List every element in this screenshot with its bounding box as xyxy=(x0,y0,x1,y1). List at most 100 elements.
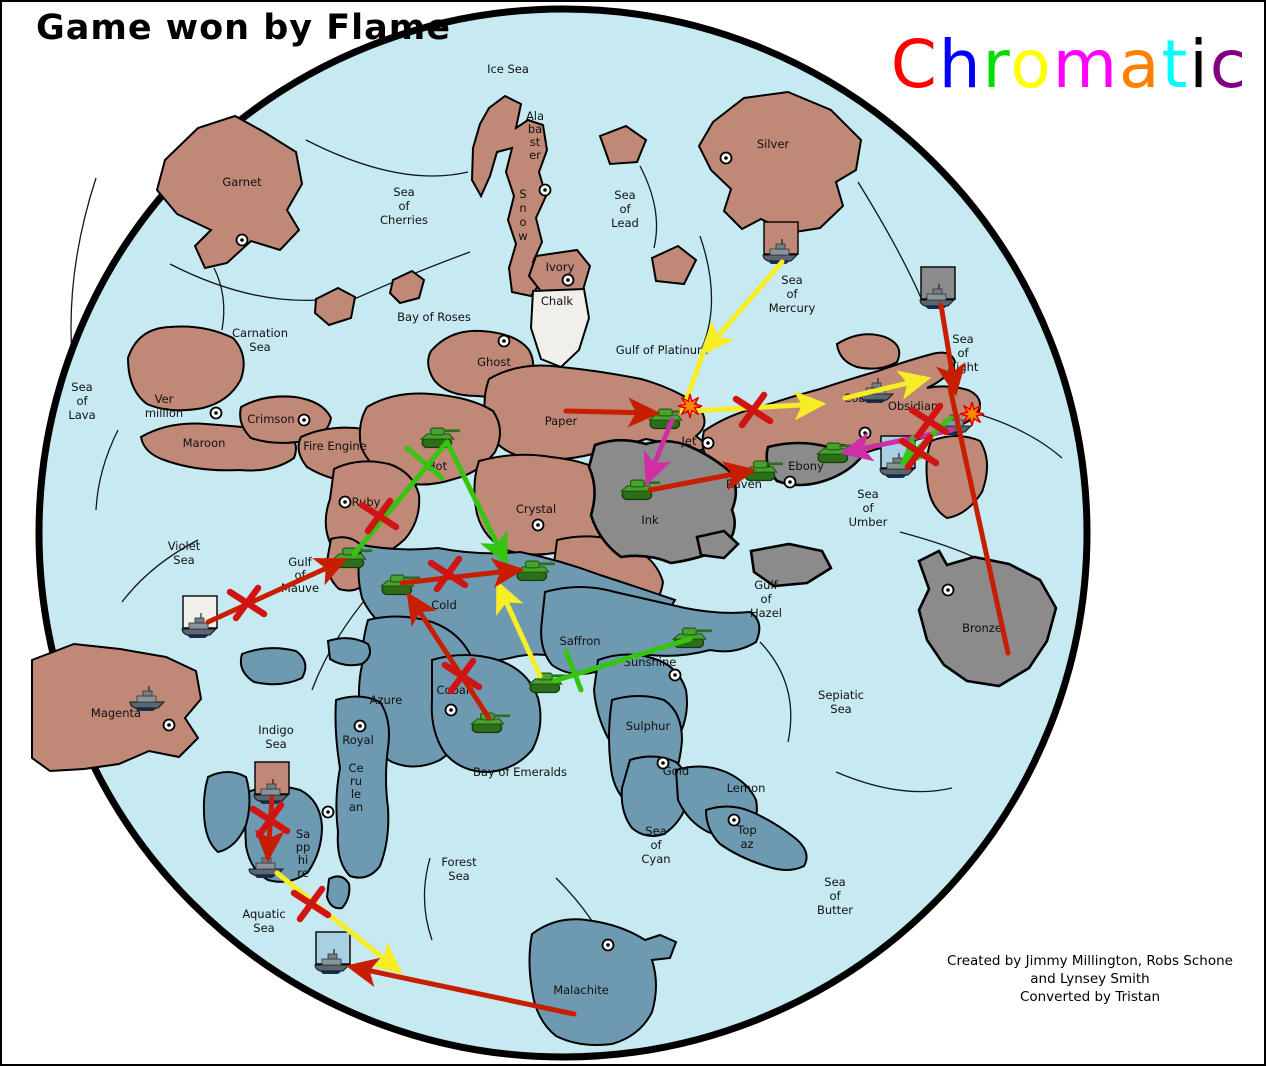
label-sulphur: Sulphur xyxy=(626,719,671,733)
island-indigo-1 xyxy=(239,647,307,686)
logo-letter-8: i xyxy=(1189,26,1210,103)
label-silver: Silver xyxy=(757,137,790,151)
supply-center-ghost xyxy=(497,334,511,348)
yellow-order-arrow xyxy=(679,325,715,415)
yellow-order-arrow xyxy=(701,259,785,355)
region-coal-north xyxy=(835,333,901,370)
supply-center-alabaster xyxy=(538,183,552,197)
label-aquatic-sea: Aquatic Sea xyxy=(242,907,285,935)
label-ghost: Ghost xyxy=(477,355,511,369)
label-malachite: Malachite xyxy=(553,983,609,997)
supply-center-vermillion xyxy=(209,406,223,420)
label-ivory: Ivory xyxy=(546,260,575,274)
region-alabaster-snow xyxy=(470,94,549,298)
ship-unit-sea-of-night xyxy=(919,266,956,310)
label-obsidian: Obsidian xyxy=(888,399,938,413)
label-ink: Ink xyxy=(641,513,659,527)
label-carnation-sea: Carnation Sea xyxy=(232,326,288,354)
supply-center-topaz xyxy=(727,813,741,827)
region-saffron xyxy=(540,586,761,675)
sea-zone-borders xyxy=(70,139,1063,963)
supply-center-crystal xyxy=(531,518,545,532)
supply-center-ebony xyxy=(783,475,797,489)
order-arrows xyxy=(205,259,1011,1017)
yellow-order-arrow xyxy=(496,580,543,679)
red-order-arrow xyxy=(345,957,577,1017)
supply-center-sunshine xyxy=(668,668,682,682)
region-ink xyxy=(587,438,738,565)
island-carnation-2 xyxy=(388,269,426,305)
label-sea-of-lava: Sea of Lava xyxy=(68,380,95,422)
label-sa-pp-hi-re: Sa pp hi re xyxy=(296,827,311,880)
credits: Created by Jimmy Millington, Robs Schone… xyxy=(925,952,1255,1006)
land-regions xyxy=(31,90,1058,1046)
label-icesea: Ice Sea xyxy=(487,62,529,76)
red-order-arrow xyxy=(254,795,285,863)
logo-letter-3: r xyxy=(982,26,1011,103)
island-hazel-2 xyxy=(695,529,740,560)
label-bronze: Bronze xyxy=(962,621,1002,635)
label-fireengine: Fire Engine xyxy=(303,439,367,453)
logo-letter-6: a xyxy=(1119,26,1162,103)
red-order-arrow xyxy=(205,558,348,625)
support-bar xyxy=(404,445,445,481)
label-ce-ru-le-an: Ce ru le an xyxy=(348,761,363,814)
region-bronze xyxy=(917,549,1058,688)
label-sea-of-cyan: Sea of Cyan xyxy=(641,824,670,866)
label-bayofroses: Bay of Roses xyxy=(397,310,471,324)
label-ver-million: Ver million xyxy=(145,392,183,420)
credits-line-3: Converted by Tristan xyxy=(1019,989,1161,1005)
region-royal-cerulean xyxy=(334,695,390,879)
label-ebony: Ebony xyxy=(788,459,824,473)
failed-order-x xyxy=(290,885,332,923)
logo-letter-5: m xyxy=(1052,26,1120,103)
logo-letter-1: C xyxy=(890,26,939,103)
explosion-icon xyxy=(677,393,703,419)
supply-center-malachite xyxy=(601,938,615,952)
failed-order-x xyxy=(427,555,469,593)
red-order-arrow xyxy=(647,461,757,493)
explosion-icon xyxy=(959,401,985,427)
failed-order-x xyxy=(358,497,400,535)
ship-unit-sea-of-mercury xyxy=(762,221,799,265)
label-sunshine: Sunshine xyxy=(624,655,677,669)
supply-center-sapphire xyxy=(321,805,335,819)
supply-center-crimson xyxy=(297,413,311,427)
failed-order-x xyxy=(441,657,483,695)
label-maroon: Maroon xyxy=(183,436,226,450)
label-gold: Gold xyxy=(663,764,689,778)
label-violet-sea: Violet Sea xyxy=(168,539,201,567)
label-magenta: Magenta xyxy=(91,706,141,720)
red-order-arrow xyxy=(935,302,966,397)
supply-center-silver xyxy=(719,151,733,165)
label-garnet: Garnet xyxy=(222,175,262,189)
label-ala-ba-st-er: Ala ba st er xyxy=(526,109,544,162)
label-forest-sea: Forest Sea xyxy=(441,855,477,883)
label-cold: Cold xyxy=(431,598,457,612)
supply-center-cobalt xyxy=(444,703,458,717)
label-gulfofplatinum: Gulf of Platinum xyxy=(616,343,709,357)
supply-center-obsidian xyxy=(858,426,872,440)
supply-center-ruby xyxy=(338,495,352,509)
label-gulf-of-hazel: Gulf of Hazel xyxy=(750,578,782,620)
green-order-arrow xyxy=(444,439,508,566)
label-chalk: Chalk xyxy=(541,294,574,308)
island-north xyxy=(598,124,648,166)
ship-unit-violet-sea xyxy=(181,595,218,639)
island-carnation-1 xyxy=(313,286,357,327)
supply-center-magenta xyxy=(162,718,176,732)
red-order-arrow xyxy=(399,557,525,588)
yellow-order-arrow xyxy=(842,370,932,401)
label-paper: Paper xyxy=(545,414,578,428)
label-saffron: Saffron xyxy=(559,634,600,648)
supply-center-ivory xyxy=(561,273,575,287)
logo-letter-9: c xyxy=(1209,26,1248,103)
label-jet: Jet xyxy=(681,434,697,448)
red-order-arrow xyxy=(406,591,492,721)
failed-order-x xyxy=(732,391,774,429)
green-order-arrow xyxy=(351,439,450,557)
label-sea-of-mercury: Sea of Mercury xyxy=(769,273,816,315)
